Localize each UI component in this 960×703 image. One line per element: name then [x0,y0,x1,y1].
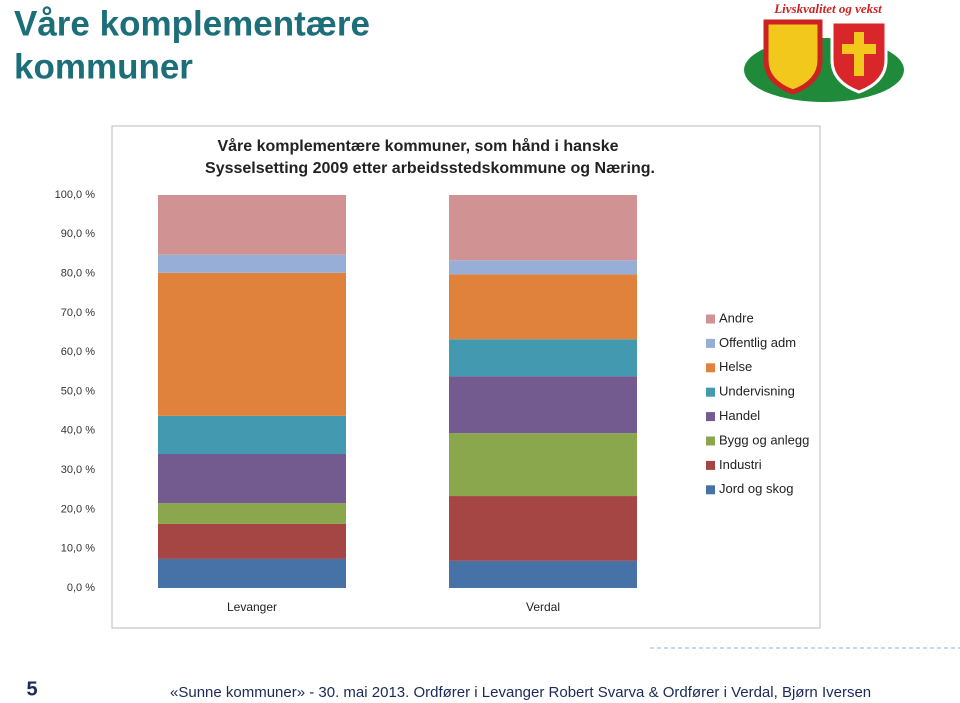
slide-title-line: Våre komplementære [14,4,370,43]
legend-label: Bygg og anlegg [719,432,809,447]
legend-swatch [706,485,715,495]
chart-subtitle: Sysselsetting 2009 etter arbeidsstedskom… [205,160,655,177]
bar-segment [158,503,346,524]
legend-label: Helse [719,359,752,374]
legend-swatch [706,436,715,446]
logo-cross [842,32,876,76]
bar-segment [158,272,346,416]
legend-swatch [706,387,715,397]
logo-shield [763,19,823,95]
legend-label: Handel [719,408,760,423]
bar-segment [449,274,637,340]
slide-title-line: kommuner [14,47,193,86]
legend-label: Undervisning [719,384,795,399]
y-tick-label: 10,0 % [61,543,95,555]
legend-label: Andre [719,310,754,325]
bar-segment [158,415,346,454]
y-tick-label: 100,0 % [55,189,96,201]
y-tick-label: 40,0 % [61,425,95,437]
legend-label: Offentlig adm [719,335,796,350]
legend-swatch [706,460,715,470]
y-tick-label: 30,0 % [61,464,95,476]
page-number: 5 [26,678,37,700]
bar-segment [449,195,637,261]
bar-segment [158,254,346,273]
bar-segment [449,433,637,497]
bar-segment [158,523,346,559]
legend-swatch [706,363,715,373]
logo: Livskvalitet og vekst [744,1,904,102]
legend-label: Industri [719,457,762,472]
x-tick-label: Verdal [526,600,560,614]
bar-segment [158,453,346,504]
logo-text: Livskvalitet og vekst [773,1,882,16]
y-tick-label: 0,0 % [67,582,95,594]
bar-segment [449,496,637,561]
bar-segment [158,558,346,588]
y-tick-label: 20,0 % [61,503,95,515]
y-tick-label: 80,0 % [61,268,95,280]
y-tick-label: 60,0 % [61,346,95,358]
chart-title: Våre komplementære kommuner, som hånd i … [217,137,618,155]
legend-swatch [706,314,715,324]
bar-segment [449,339,637,377]
footer: «Sunne kommuner» - 30. mai 2013. Ordføre… [170,684,871,701]
x-tick-label: Levanger [227,600,277,614]
legend-swatch [706,412,715,422]
y-tick-label: 70,0 % [61,307,95,319]
legend-label: Jord og skog [719,481,793,496]
y-tick-label: 90,0 % [61,228,95,240]
bar-segment [449,376,637,434]
legend-swatch [706,338,715,348]
bar-segment [449,260,637,275]
bar-segment [449,560,637,588]
y-tick-label: 50,0 % [61,385,95,397]
bar-segment [158,195,346,255]
